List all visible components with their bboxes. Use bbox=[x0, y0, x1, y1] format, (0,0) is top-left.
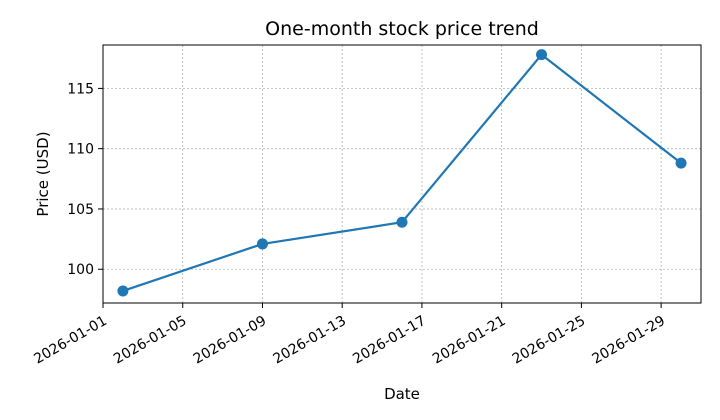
x-tick-label: 2026-01-21 bbox=[430, 313, 508, 368]
x-tick-label: 2026-01-01 bbox=[31, 313, 109, 368]
x-tick-label: 2026-01-17 bbox=[350, 313, 428, 368]
series-line bbox=[122, 53, 682, 292]
y-axis: 100 105 110 115 bbox=[67, 81, 103, 278]
data-point bbox=[675, 157, 687, 169]
y-tick-label: 105 bbox=[67, 202, 94, 218]
x-axis: 2026-01-01 2026-01-05 2026-01-09 2026-01-13… bbox=[31, 303, 668, 367]
grid-layer bbox=[102, 45, 701, 303]
x-tick-label: 2026-01-13 bbox=[271, 313, 349, 368]
data-point bbox=[117, 285, 129, 297]
x-axis-label: Date bbox=[384, 385, 420, 403]
y-axis-label: Price (USD) bbox=[34, 131, 52, 216]
y-tick-label: 100 bbox=[67, 262, 94, 278]
x-tick-label: 2026-01-29 bbox=[589, 313, 667, 368]
x-tick-label: 2026-01-09 bbox=[191, 313, 269, 368]
x-tick-label: 2026-01-25 bbox=[510, 313, 588, 368]
y-tick-label: 110 bbox=[67, 142, 94, 158]
y-tick-label: 115 bbox=[67, 81, 94, 97]
data-point bbox=[396, 216, 408, 228]
data-point bbox=[256, 238, 268, 250]
data-point bbox=[536, 49, 548, 61]
plot-area-frame bbox=[102, 44, 702, 304]
series-layer bbox=[117, 49, 687, 297]
x-tick-label: 2026-01-05 bbox=[111, 313, 189, 368]
chart-title: One-month stock price trend bbox=[265, 18, 539, 40]
